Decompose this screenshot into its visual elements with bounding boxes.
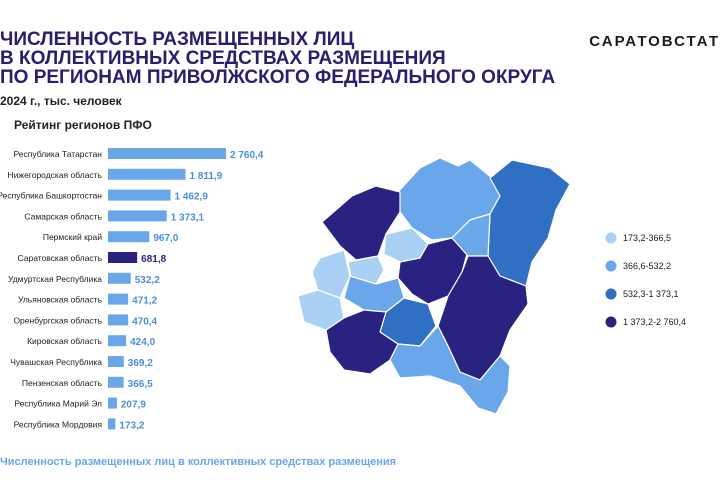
bars-group: Республика Татарстан 2 760,4 Нижегородская… [0, 148, 264, 431]
legend-label: 173,2-366,5 [623, 233, 671, 243]
bar [108, 252, 138, 263]
bar [108, 356, 124, 367]
category-label: Пензенская область [22, 378, 103, 388]
bar [108, 210, 167, 222]
value-label: 1 811,9 [189, 171, 222, 182]
bar [108, 335, 127, 347]
title-line: В КОЛЛЕКТИВНЫХ СРЕДСТВАХ РАЗМЕЩЕНИЯ [0, 48, 446, 69]
map-region-perm [487, 159, 571, 287]
category-label: Пермский край [43, 232, 102, 242]
map-region-udmurt [451, 213, 491, 257]
category-label: Удмуртская Республика [8, 274, 102, 284]
map-legend: 173,2-366,5 366,6-532,2 532,3-1 373,1 1 373… [605, 232, 686, 328]
subtitle: 2024 г., тыс. человек [0, 94, 122, 108]
value-label: 173,2 [119, 420, 144, 431]
legend-label: 1 373,2-2 760,4 [623, 317, 686, 327]
value-label: 366,5 [128, 379, 153, 390]
title-line: ЧИСЛЕННОСТЬ РАЗМЕЩЕННЫХ ЛИЦ [0, 29, 355, 50]
category-label: Оренбургская область [13, 315, 102, 325]
value-label: 369,2 [128, 358, 153, 369]
bar [108, 189, 171, 201]
bar [108, 148, 226, 159]
category-label: Республика Мордовия [14, 419, 103, 429]
bar [108, 293, 129, 305]
map-region-nizhny [321, 185, 401, 261]
category-label: Чувашская Республика [10, 357, 102, 367]
value-label: 681,8 [141, 254, 166, 265]
legend-label: 532,3-1 373,1 [623, 289, 679, 299]
bar [108, 231, 150, 243]
category-label: Самарская область [24, 211, 102, 221]
legend-swatch [605, 288, 617, 300]
value-label: 470,4 [132, 316, 157, 327]
page-title: ЧИСЛЕННОСТЬ РАЗМЕЩЕННЫХ ЛИЦ В КОЛЛЕКТИВН… [0, 30, 560, 87]
category-label: Республика Башкортостан [0, 191, 102, 201]
bar [108, 397, 117, 409]
legend-swatch [605, 260, 617, 272]
category-label: Ульяновская область [18, 295, 103, 305]
value-label: 471,2 [132, 296, 157, 307]
legend-swatch [605, 232, 617, 244]
legend-label: 366,6-532,2 [623, 261, 671, 271]
value-label: 532,2 [135, 275, 160, 286]
value-label: 1 462,9 [175, 192, 209, 203]
value-label: 207,9 [121, 400, 146, 411]
category-label: Кировская область [27, 336, 102, 346]
bar [108, 418, 116, 430]
category-label: Саратовская область [18, 253, 103, 263]
pfo-map [297, 157, 571, 415]
value-label: 424,0 [130, 337, 155, 348]
bar [108, 272, 131, 284]
brand-logo-text: САРАТОВСТАТ [589, 33, 720, 50]
bar [108, 168, 186, 180]
rating-title: Рейтинг регионов ПФО [14, 118, 152, 132]
value-label: 1 373,1 [171, 212, 205, 223]
bar [108, 314, 129, 326]
category-label: Республика Марий Эл [14, 399, 102, 409]
footer-caption: Численность размещенных лиц в коллективн… [0, 456, 397, 468]
category-label: Республика Татарстан [14, 149, 103, 159]
value-label: 2 760,4 [230, 150, 264, 161]
legend-swatch [605, 316, 617, 328]
title-line: ПО РЕГИОНАМ ПРИВОЛЖСКОГО ФЕДЕРАЛЬНОГО ОК… [0, 67, 556, 88]
category-label: Нижегородская область [8, 170, 103, 180]
map-region-orenburg [389, 325, 511, 415]
value-label: 967,0 [153, 233, 178, 244]
bar [108, 376, 124, 388]
